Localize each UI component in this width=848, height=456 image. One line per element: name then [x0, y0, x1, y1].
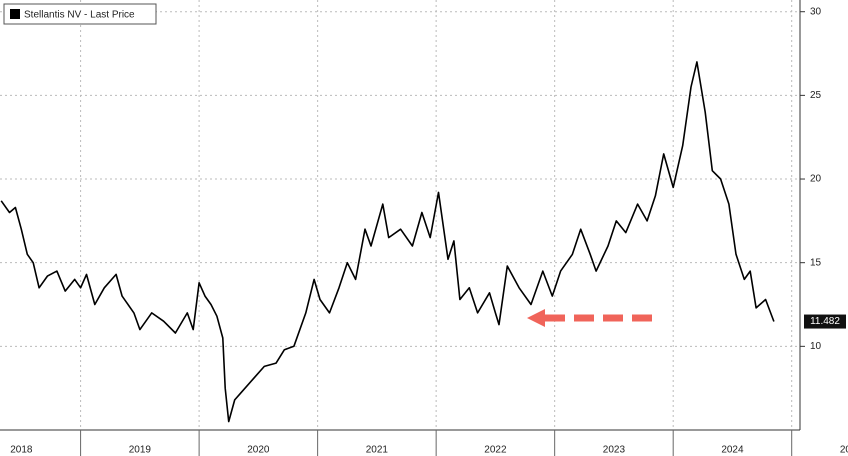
legend-swatch [10, 9, 20, 19]
last-price-box [804, 314, 846, 329]
price-line [0, 61, 775, 423]
x-tick-label: 2024 [721, 445, 744, 456]
x-tick-label: 2019 [129, 445, 152, 456]
last-price-label: 11.482 [810, 316, 840, 327]
y-tick-label: 25 [810, 90, 822, 101]
x-tick-label: 2020 [247, 445, 270, 456]
legend: Stellantis NV - Last Price [3, 3, 157, 25]
grid [0, 0, 800, 430]
arrow-head [527, 309, 545, 327]
y-tick-label: 10 [810, 341, 822, 352]
annotation-arrow [527, 309, 655, 327]
x-tick-label: 2022 [484, 445, 507, 456]
x-tick-label: 2018 [10, 445, 33, 456]
y-tick-label: 30 [810, 6, 822, 17]
legend-box [3, 3, 157, 25]
x-tick-label: 2023 [603, 445, 626, 456]
legend-label: Stellantis NV - Last Price [24, 10, 135, 21]
x-tick-label: 2021 [366, 445, 389, 456]
y-tick-label: 15 [810, 257, 822, 268]
y-tick-label: 20 [810, 174, 822, 185]
